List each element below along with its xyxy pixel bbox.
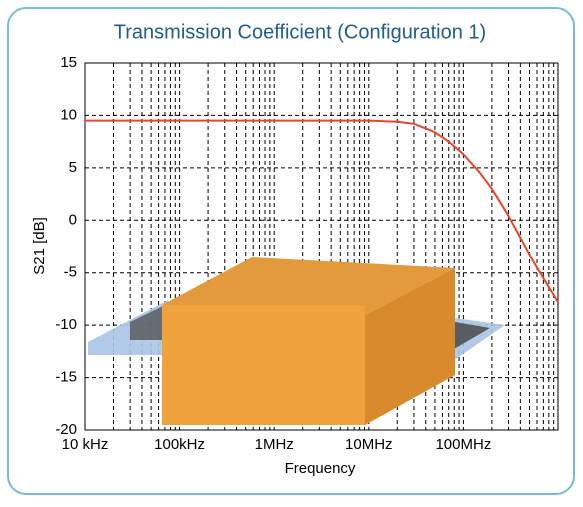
- x-tick-label: 100MHz: [435, 436, 491, 453]
- y-tick-label: 10: [60, 106, 77, 123]
- y-tick-label: -5: [64, 264, 77, 281]
- y-tick-label: -10: [55, 316, 77, 333]
- page: {"chart_data": {"type": "line", "title":…: [0, 0, 583, 502]
- y-tick-label: 5: [69, 159, 77, 176]
- y-tick-label: -15: [55, 369, 77, 386]
- y-tick-label: 15: [60, 54, 77, 71]
- chart: Transmission Coefficient (Configuration …: [0, 0, 583, 502]
- y-tick-label: -20: [55, 421, 77, 438]
- x-tick-label: 10MHz: [345, 436, 393, 453]
- x-tick-label: 10 kHz: [62, 436, 109, 453]
- box-front: [162, 305, 365, 425]
- y-axis-label: S21 [dB]: [31, 217, 48, 275]
- y-tick-label: 0: [69, 211, 77, 228]
- x-tick-label: 100kHz: [154, 436, 205, 453]
- x-tick-label: 1MHz: [255, 436, 294, 453]
- chart-title: Transmission Coefficient (Configuration …: [114, 21, 486, 43]
- x-axis-label: Frequency: [285, 460, 356, 477]
